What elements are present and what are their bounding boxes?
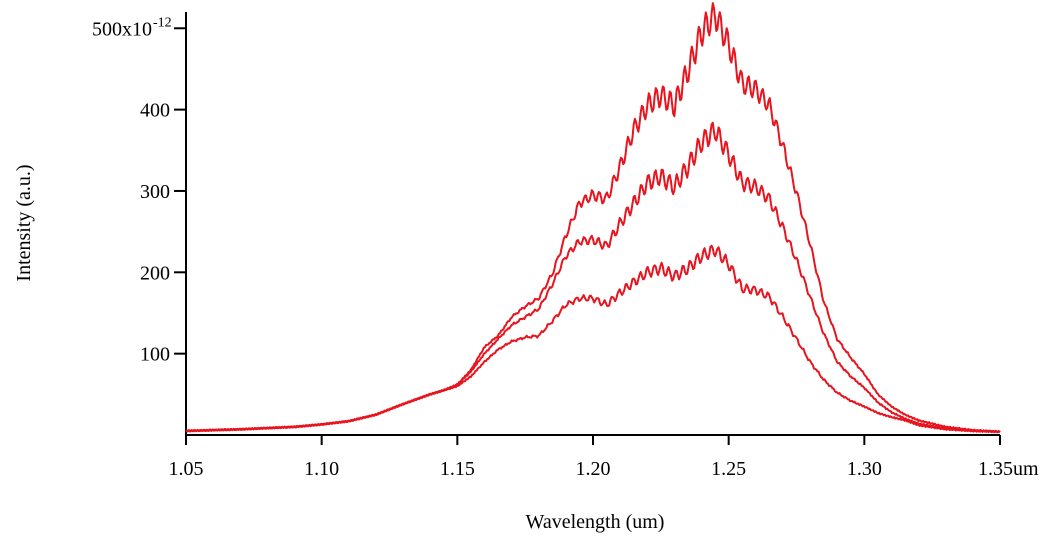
y-tick-exponent: -12 — [153, 15, 172, 30]
series-line-2 — [185, 121, 1001, 434]
series-line-3 — [185, 244, 1000, 434]
y-tick-label: 300 — [140, 181, 170, 203]
y-tick-label: 200 — [140, 262, 170, 284]
x-tick-label: 1.05 — [169, 458, 204, 480]
y-tick-label: 500x10 — [92, 18, 152, 40]
x-tick-label: 1.10 — [304, 458, 339, 480]
y-ticks: 100 200 300 400 500x10 -12 — [92, 15, 186, 366]
x-tick-label: 1.15 — [440, 458, 475, 480]
x-ticks: 1.05 1.10 1.15 1.20 1.25 1.30 1.35um — [169, 435, 1039, 480]
y-tick-label: 400 — [140, 100, 170, 122]
series-layer — [185, 2, 1001, 434]
y-axis-title: Intensity (a.u.) — [13, 164, 35, 281]
x-axis-title: Wavelength (um) — [526, 511, 665, 533]
x-tick-label: 1.35um — [978, 458, 1039, 480]
y-tick-label: 100 — [140, 344, 170, 366]
x-tick-label: 1.25 — [711, 458, 746, 480]
series-line-1 — [185, 2, 1001, 434]
axes — [185, 12, 1000, 436]
x-tick-label: 1.20 — [576, 458, 611, 480]
x-tick-label: 1.30 — [847, 458, 882, 480]
